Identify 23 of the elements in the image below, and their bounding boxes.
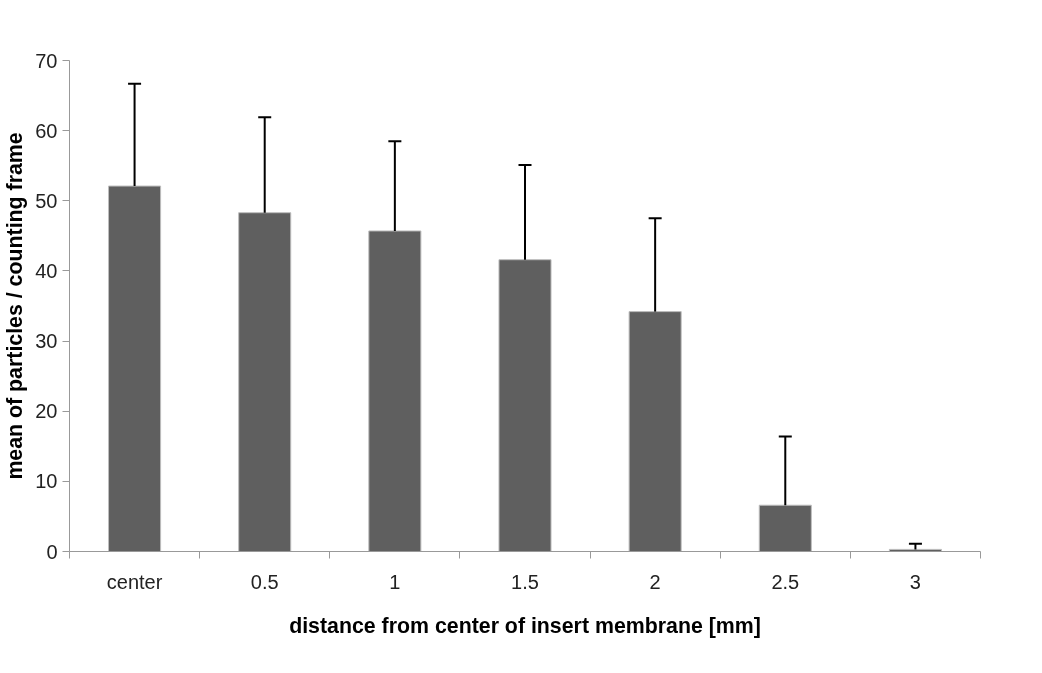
- x-tick-label: 1: [389, 570, 401, 593]
- bar: [108, 185, 162, 552]
- x-tick-label: 2.5: [771, 570, 800, 593]
- bar: [368, 230, 422, 552]
- y-tick-label: 60: [35, 119, 58, 142]
- y-axis-title: mean of particles / counting frame: [3, 132, 28, 480]
- bar: [758, 504, 812, 552]
- y-tick-label: 40: [35, 259, 58, 282]
- bar: [628, 311, 682, 552]
- y-tick-label: 50: [35, 189, 58, 212]
- x-axis-title: distance from center of insert membrane [mm]: [289, 613, 761, 638]
- x-tick-label: 3: [909, 570, 921, 593]
- y-tick-label: 0: [46, 540, 58, 563]
- x-tick-label: 2: [649, 570, 661, 593]
- bar: [498, 259, 552, 552]
- bar: [238, 212, 292, 552]
- x-tick-label: center: [106, 570, 163, 593]
- y-tick-label: 70: [35, 49, 58, 72]
- y-tick-label: 10: [35, 470, 58, 493]
- x-tick-label: 1.5: [511, 570, 539, 593]
- x-tick-label: 0.5: [250, 570, 279, 593]
- y-tick-label: 20: [35, 400, 58, 423]
- y-tick-label: 30: [35, 330, 58, 353]
